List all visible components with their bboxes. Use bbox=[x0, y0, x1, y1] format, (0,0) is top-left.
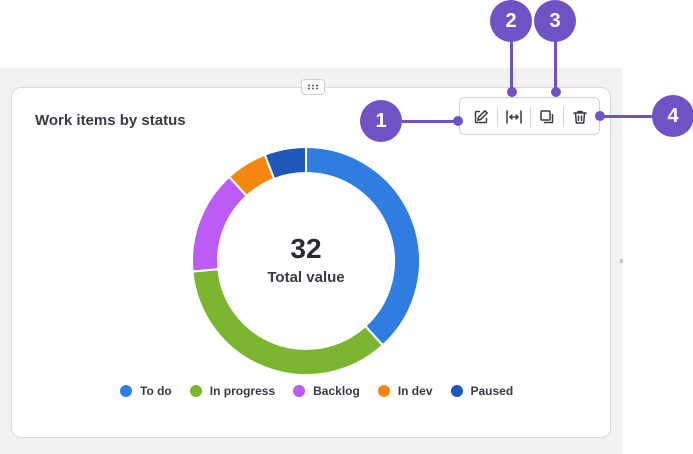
callout-1: 1 bbox=[360, 100, 402, 142]
callout-3: 3 bbox=[534, 0, 576, 42]
edit-button[interactable] bbox=[470, 106, 492, 128]
resize-edge-marker bbox=[620, 259, 623, 263]
pencil-icon bbox=[474, 110, 488, 124]
trash-icon bbox=[573, 110, 587, 124]
drag-handle-icon[interactable] bbox=[301, 79, 325, 95]
legend-swatch bbox=[450, 385, 463, 397]
legend-item-in-progress[interactable]: In progress bbox=[189, 384, 276, 398]
callout-4: 4 bbox=[652, 95, 693, 137]
resize-width-button[interactable] bbox=[503, 106, 525, 128]
delete-button[interactable] bbox=[569, 106, 591, 128]
chart-legend: To do In progress Backlog In dev Paused bbox=[120, 382, 531, 400]
callout-connector bbox=[554, 38, 557, 90]
total-label: Total value bbox=[267, 269, 345, 286]
legend-item-in-dev[interactable]: In dev bbox=[377, 384, 433, 398]
callout-dot bbox=[453, 116, 463, 126]
legend-swatch bbox=[189, 385, 202, 397]
callout-connector bbox=[510, 38, 513, 90]
toolbar-divider bbox=[563, 107, 564, 127]
legend-swatch bbox=[377, 385, 390, 397]
legend-item-to-do[interactable]: To do bbox=[120, 384, 172, 398]
donut-slice-backlog[interactable] bbox=[191, 175, 249, 273]
callout-connector bbox=[402, 120, 458, 123]
copy-icon bbox=[540, 110, 554, 124]
callout-2: 2 bbox=[490, 0, 532, 42]
toolbar-divider bbox=[497, 107, 498, 127]
donut-slice-paused[interactable] bbox=[263, 145, 307, 181]
legend-item-backlog[interactable]: Backlog bbox=[293, 384, 360, 398]
card-title: Work items by status bbox=[35, 112, 186, 129]
toolbar-divider bbox=[530, 107, 531, 127]
total-value: 32 bbox=[290, 233, 322, 264]
resize-horizontal-icon bbox=[506, 110, 522, 124]
legend-label: In progress bbox=[209, 384, 276, 398]
callout-dot bbox=[595, 111, 605, 121]
legend-label: Paused bbox=[470, 384, 514, 398]
legend-label: To do bbox=[140, 384, 172, 398]
callout-dot bbox=[551, 87, 561, 97]
callout-dot bbox=[507, 87, 517, 97]
chart-card[interactable] bbox=[11, 87, 611, 438]
callout-connector bbox=[600, 115, 654, 118]
donut-chart bbox=[191, 145, 421, 376]
legend-label: In dev bbox=[397, 384, 433, 398]
duplicate-button[interactable] bbox=[536, 106, 558, 128]
legend-label: Backlog bbox=[313, 384, 360, 398]
card-toolbar bbox=[459, 97, 600, 135]
legend-swatch bbox=[120, 385, 132, 397]
legend-item-paused[interactable]: Paused bbox=[450, 384, 514, 398]
legend-swatch bbox=[293, 385, 306, 397]
